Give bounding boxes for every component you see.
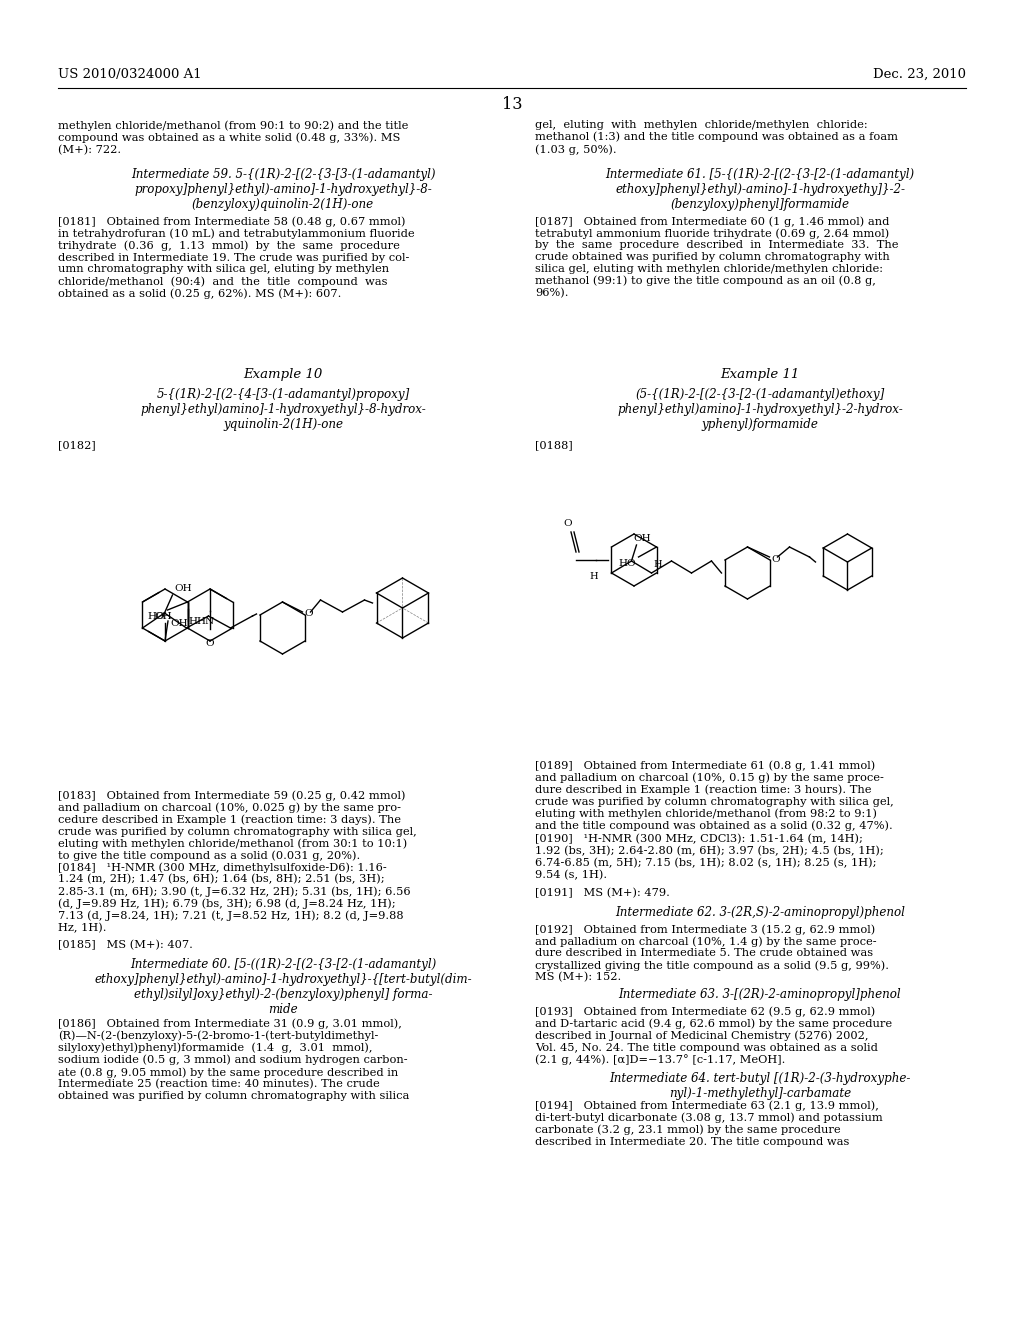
Text: [0188]: [0188] — [535, 440, 572, 450]
Text: [0191]   MS (M+): 479.: [0191] MS (M+): 479. — [535, 888, 670, 899]
Text: [0192]   Obtained from Intermediate 3 (15.2 g, 62.9 mmol)
and palladium on charc: [0192] Obtained from Intermediate 3 (15.… — [535, 924, 889, 982]
Text: Intermediate 59. 5-{(1R)-2-[(2-{3-[3-(1-adamantyl)
propoxy]phenyl}ethyl)-amino]-: Intermediate 59. 5-{(1R)-2-[(2-{3-[3-(1-… — [131, 168, 435, 211]
Text: Dec. 23, 2010: Dec. 23, 2010 — [873, 69, 966, 81]
Text: Intermediate 63. 3-[(2R)-2-aminopropyl]phenol: Intermediate 63. 3-[(2R)-2-aminopropyl]p… — [618, 987, 901, 1001]
Text: [0190]   ¹H-NMR (300 MHz, CDCl3): 1.51-1.64 (m, 14H);
1.92 (bs, 3H); 2.64-2.80 (: [0190] ¹H-NMR (300 MHz, CDCl3): 1.51-1.6… — [535, 834, 884, 880]
Text: [0187]   Obtained from Intermediate 60 (1 g, 1.46 mmol) and
tetrabutyl ammonium : [0187] Obtained from Intermediate 60 (1 … — [535, 216, 898, 298]
Text: [0182]: [0182] — [58, 440, 96, 450]
Text: [0184]   ¹H-NMR (300 MHz, dimethylsulfoxide-D6): 1.16-
1.24 (m, 2H); 1.47 (bs, 6: [0184] ¹H-NMR (300 MHz, dimethylsulfoxid… — [58, 862, 411, 933]
Text: Example 11: Example 11 — [720, 368, 800, 381]
Text: O: O — [206, 639, 214, 648]
Text: (5-{(1R)-2-[(2-{3-[2-(1-adamantyl)ethoxy]
phenyl}ethyl)amino]-1-hydroxyethyl}-2-: (5-{(1R)-2-[(2-{3-[2-(1-adamantyl)ethoxy… — [617, 388, 903, 432]
Text: HO: HO — [618, 558, 637, 568]
Text: Intermediate 61. [5-{(1R)-2-[(2-{3-[2-(1-adamantyl)
ethoxy]phenyl}ethyl)-amino]-: Intermediate 61. [5-{(1R)-2-[(2-{3-[2-(1… — [605, 168, 914, 211]
Text: 13: 13 — [502, 96, 522, 114]
Text: [0194]   Obtained from Intermediate 63 (2.1 g, 13.9 mmol),
di-tert-butyl dicarbo: [0194] Obtained from Intermediate 63 (2.… — [535, 1100, 883, 1147]
Text: gel,  eluting  with  methylen  chloride/methylen  chloride:
methanol (1:3) and t: gel, eluting with methylen chloride/meth… — [535, 120, 898, 154]
Text: OH: OH — [174, 583, 193, 593]
Text: O: O — [304, 610, 313, 619]
Text: [0193]   Obtained from Intermediate 62 (9.5 g, 62.9 mmol)
and D-tartaric acid (9: [0193] Obtained from Intermediate 62 (9.… — [535, 1006, 892, 1065]
Text: Intermediate 60. [5-((1R)-2-[(2-{3-[2-(1-adamantyl)
ethoxy]phenyl}ethyl)-amino]-: Intermediate 60. [5-((1R)-2-[(2-{3-[2-(1… — [94, 958, 472, 1016]
Text: OH: OH — [170, 619, 187, 628]
Text: OH: OH — [155, 612, 172, 620]
Text: HN: HN — [196, 616, 214, 626]
Text: O: O — [563, 519, 572, 528]
Text: Intermediate 64. tert-butyl [(1R)-2-(3-hydroxyphe-
nyl)-1-methylethyl]-carbamate: Intermediate 64. tert-butyl [(1R)-2-(3-h… — [609, 1072, 910, 1100]
Text: US 2010/0324000 A1: US 2010/0324000 A1 — [58, 69, 202, 81]
Text: Intermediate 62. 3-(2R,S)-2-aminopropyl)phenol: Intermediate 62. 3-(2R,S)-2-aminopropyl)… — [615, 906, 905, 919]
Text: Example 10: Example 10 — [244, 368, 323, 381]
Text: HO: HO — [147, 612, 166, 620]
Text: 5-{(1R)-2-[(2-{4-[3-(1-adamantyl)propoxy]
phenyl}ethyl)amino]-1-hydroxyethyl}-8-: 5-{(1R)-2-[(2-{4-[3-(1-adamantyl)propoxy… — [140, 388, 426, 432]
Text: H: H — [188, 616, 198, 626]
Text: [0181]   Obtained from Intermediate 58 (0.48 g, 0.67 mmol)
in tetrahydrofuran (1: [0181] Obtained from Intermediate 58 (0.… — [58, 216, 415, 298]
Text: [0183]   Obtained from Intermediate 59 (0.25 g, 0.42 mmol)
and palladium on char: [0183] Obtained from Intermediate 59 (0.… — [58, 789, 417, 861]
Text: [0185]   MS (M+): 407.: [0185] MS (M+): 407. — [58, 940, 193, 950]
Text: O: O — [771, 554, 780, 564]
Text: [0189]   Obtained from Intermediate 61 (0.8 g, 1.41 mmol)
and palladium on charc: [0189] Obtained from Intermediate 61 (0.… — [535, 760, 894, 832]
Text: H: H — [653, 560, 663, 569]
Text: OH: OH — [634, 535, 651, 543]
Text: [0186]   Obtained from Intermediate 31 (0.9 g, 3.01 mmol),
(R)—N-(2-(benzyloxy)-: [0186] Obtained from Intermediate 31 (0.… — [58, 1018, 410, 1101]
Text: H: H — [590, 572, 598, 581]
Text: methylen chloride/methanol (from 90:1 to 90:2) and the title
compound was obtain: methylen chloride/methanol (from 90:1 to… — [58, 120, 409, 154]
